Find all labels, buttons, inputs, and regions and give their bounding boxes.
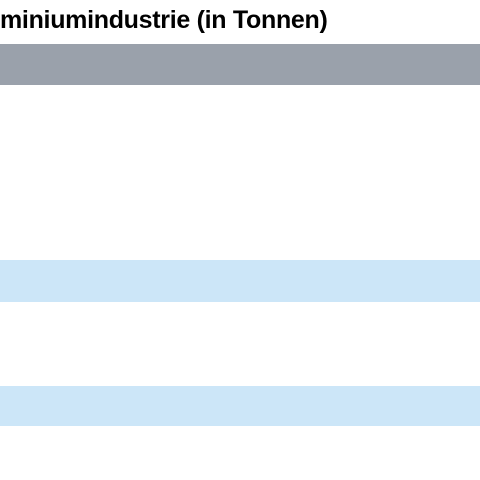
table-row-stripe	[0, 386, 480, 426]
table-row-stripe	[0, 260, 480, 302]
table-title: miniumindustrie (in Tonnen)	[0, 6, 328, 34]
table-header-row	[0, 44, 480, 85]
